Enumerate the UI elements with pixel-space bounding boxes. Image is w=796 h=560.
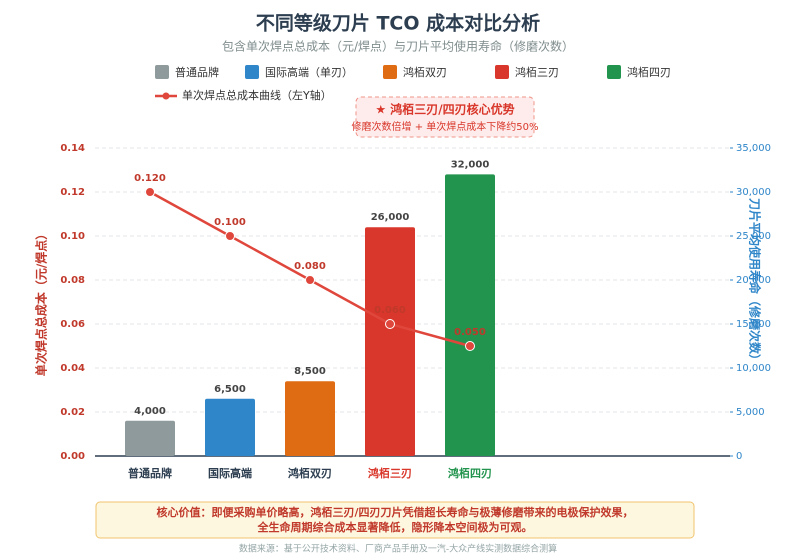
legend-marker (162, 92, 170, 100)
y2-tick-label: 25,000 (736, 231, 771, 242)
bar-value-label: 32,000 (451, 159, 490, 170)
bar (445, 174, 495, 456)
x-tick-label: 鸿栢四刃 (448, 466, 492, 480)
bar-value-label: 6,500 (214, 384, 246, 395)
bar-value-label: 8,500 (294, 366, 326, 377)
annotation-text: 修磨次数倍增 + 单次焊点成本下降约50% (352, 120, 539, 133)
note-box (95, 501, 695, 539)
x-tick-label: 普通品牌 (128, 466, 172, 480)
line-marker (385, 319, 395, 329)
chart-title: 不同等级刀片 TCO 成本对比分析 (256, 12, 540, 35)
y2-axis-title: 刀片平均使用寿命（修磨次数） (748, 198, 763, 366)
legend-label: 国际高端（单刃） (265, 65, 353, 79)
annotation-title: ★ 鸿栢三刃/四刃核心优势 (375, 102, 514, 117)
y-tick-label: 0.00 (60, 451, 85, 462)
line-value-label: 0.120 (134, 173, 166, 184)
note-line: 全生命周期综合成本显著降低，隐形降本空间极为可观。 (257, 520, 533, 534)
legend-swatch (607, 65, 621, 79)
legend-label: 普通品牌 (175, 65, 219, 79)
legend-label: 鸿栢双刃 (403, 65, 447, 79)
y-axis-title: 单次焊点总成本（元/焊点） (34, 228, 49, 376)
bar-value-label: 26,000 (371, 212, 410, 223)
y-tick-label: 0.14 (60, 143, 85, 154)
y-tick-label: 0.12 (60, 187, 85, 198)
y2-tick-label: 0 (736, 451, 742, 462)
bar (205, 398, 255, 456)
y2-tick-label: 20,000 (736, 275, 771, 286)
line-value-label: 0.050 (454, 327, 486, 338)
legend-label: 鸿栢四刃 (627, 65, 671, 79)
legend-label: 单次焊点总成本曲线（左Y轴） (182, 88, 332, 102)
y2-tick-label: 10,000 (736, 363, 771, 374)
y2-tick-label: 5,000 (736, 407, 765, 418)
line-value-label: 0.060 (374, 305, 406, 316)
x-tick-label: 鸿栢三刃 (368, 466, 412, 480)
x-tick-label: 鸿栢双刃 (288, 466, 332, 480)
note-line: 核心价值：即便采购单价略高，鸿栢三刃/四刃刀片凭借超长寿命与极薄修磨带来的电极保… (156, 505, 633, 519)
y2-tick-label: 15,000 (736, 319, 771, 330)
chart-subtitle: 包含单次焊点总成本（元/焊点）与刀片平均使用寿命（修磨次数） (222, 39, 574, 54)
line-marker (305, 275, 315, 285)
line-value-label: 0.100 (214, 217, 246, 228)
legend-swatch (245, 65, 259, 79)
y-tick-label: 0.02 (60, 407, 85, 418)
line-marker (145, 187, 155, 197)
bar-value-label: 4,000 (134, 406, 166, 417)
legend-swatch (155, 65, 169, 79)
y-tick-label: 0.08 (60, 275, 85, 286)
annotation-box (355, 96, 535, 138)
line-value-label: 0.080 (294, 261, 326, 272)
legend-label: 鸿栢三刃 (515, 65, 559, 79)
bar (125, 420, 175, 456)
source: 数据来源：基于公开技术资料、厂商产品手册及一汽-大众产线实测数据综合测算 (239, 543, 557, 555)
bar (285, 381, 335, 456)
legend-swatch (495, 65, 509, 79)
legend-swatch (383, 65, 397, 79)
y-tick-label: 0.10 (60, 231, 85, 242)
y2-tick-label: 30,000 (736, 187, 771, 198)
line-marker (465, 341, 475, 351)
y-tick-label: 0.06 (60, 319, 85, 330)
x-tick-label: 国际高端 (208, 466, 252, 480)
y2-tick-label: 35,000 (736, 143, 771, 154)
line-marker (225, 231, 235, 241)
bar (365, 227, 415, 456)
y-tick-label: 0.04 (60, 363, 85, 374)
